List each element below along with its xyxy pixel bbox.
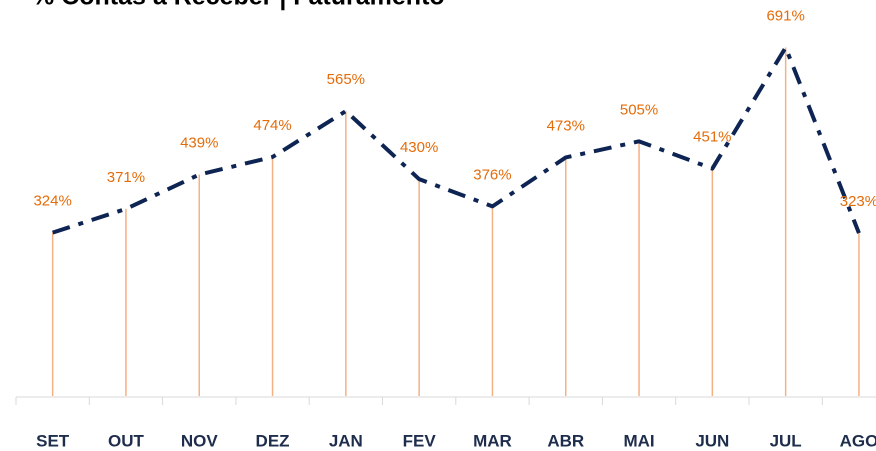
data-label: 505% (620, 101, 658, 118)
x-tick-label: MAR (473, 431, 512, 450)
data-label: 430% (400, 139, 438, 156)
data-label: 323% (840, 193, 876, 210)
x-tick-label: JUL (770, 431, 802, 450)
data-label: 376% (473, 166, 511, 183)
data-label: 451% (693, 129, 731, 146)
data-label: 474% (253, 117, 291, 134)
data-label: 691% (766, 8, 804, 25)
x-tick-label: NOV (181, 431, 219, 450)
x-tick-label: JAN (329, 431, 363, 450)
data-label: 439% (180, 135, 218, 152)
x-tick-label: AGO (840, 431, 876, 450)
data-label: 324% (33, 193, 71, 210)
chart-title: % Contas a Receber | Faturamento (32, 0, 445, 11)
series-line (52, 45, 861, 235)
x-tick-label: JUN (695, 431, 729, 450)
x-tick-label: ABR (547, 431, 584, 450)
data-label: 473% (547, 117, 585, 134)
x-tick-label: MAI (623, 431, 654, 450)
x-tick-label: OUT (108, 431, 145, 450)
x-tick-label: SET (36, 431, 70, 450)
data-label: 565% (327, 71, 365, 88)
x-tick-label: FEV (403, 431, 437, 450)
data-label: 371% (107, 169, 145, 186)
x-tick-label: DEZ (256, 431, 290, 450)
